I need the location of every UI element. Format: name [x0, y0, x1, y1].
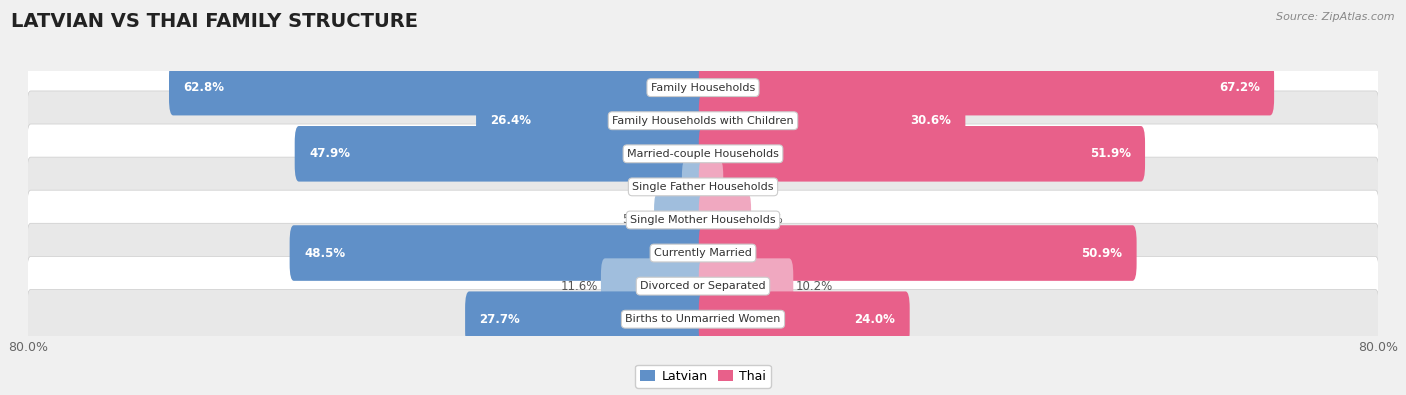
FancyBboxPatch shape [295, 126, 707, 182]
Text: 48.5%: 48.5% [304, 246, 344, 260]
Text: 10.2%: 10.2% [796, 280, 832, 293]
FancyBboxPatch shape [699, 292, 910, 347]
Text: Family Households: Family Households [651, 83, 755, 93]
FancyBboxPatch shape [682, 159, 707, 214]
FancyBboxPatch shape [27, 290, 1379, 349]
FancyBboxPatch shape [290, 225, 707, 281]
Text: 11.6%: 11.6% [561, 280, 599, 293]
Text: 27.7%: 27.7% [479, 313, 520, 326]
Text: 5.2%: 5.2% [754, 213, 783, 226]
FancyBboxPatch shape [600, 258, 707, 314]
Text: 47.9%: 47.9% [309, 147, 350, 160]
Text: 5.3%: 5.3% [621, 213, 651, 226]
Text: Divorced or Separated: Divorced or Separated [640, 281, 766, 291]
Text: LATVIAN VS THAI FAMILY STRUCTURE: LATVIAN VS THAI FAMILY STRUCTURE [11, 12, 418, 31]
Text: 24.0%: 24.0% [855, 313, 896, 326]
Text: 67.2%: 67.2% [1219, 81, 1260, 94]
FancyBboxPatch shape [465, 292, 707, 347]
FancyBboxPatch shape [699, 225, 1136, 281]
FancyBboxPatch shape [27, 91, 1379, 150]
FancyBboxPatch shape [27, 124, 1379, 184]
FancyBboxPatch shape [699, 192, 751, 248]
Text: 2.0%: 2.0% [650, 181, 679, 194]
Text: Births to Unmarried Women: Births to Unmarried Women [626, 314, 780, 324]
FancyBboxPatch shape [27, 58, 1379, 117]
Text: 26.4%: 26.4% [491, 114, 531, 127]
FancyBboxPatch shape [699, 60, 1274, 115]
Text: 50.9%: 50.9% [1081, 246, 1122, 260]
Text: 51.9%: 51.9% [1090, 147, 1130, 160]
Text: Currently Married: Currently Married [654, 248, 752, 258]
FancyBboxPatch shape [27, 256, 1379, 316]
FancyBboxPatch shape [699, 258, 793, 314]
FancyBboxPatch shape [27, 157, 1379, 216]
FancyBboxPatch shape [169, 60, 707, 115]
FancyBboxPatch shape [699, 126, 1144, 182]
Text: Family Households with Children: Family Households with Children [612, 116, 794, 126]
FancyBboxPatch shape [27, 190, 1379, 250]
FancyBboxPatch shape [699, 159, 723, 214]
Text: Married-couple Households: Married-couple Households [627, 149, 779, 159]
FancyBboxPatch shape [654, 192, 707, 248]
FancyBboxPatch shape [699, 93, 966, 149]
FancyBboxPatch shape [477, 93, 707, 149]
Legend: Latvian, Thai: Latvian, Thai [636, 365, 770, 388]
Text: Single Mother Households: Single Mother Households [630, 215, 776, 225]
Text: 30.6%: 30.6% [910, 114, 950, 127]
Text: Source: ZipAtlas.com: Source: ZipAtlas.com [1277, 12, 1395, 22]
Text: 1.9%: 1.9% [725, 181, 755, 194]
Text: 62.8%: 62.8% [183, 81, 225, 94]
Text: Single Father Households: Single Father Households [633, 182, 773, 192]
FancyBboxPatch shape [27, 223, 1379, 283]
